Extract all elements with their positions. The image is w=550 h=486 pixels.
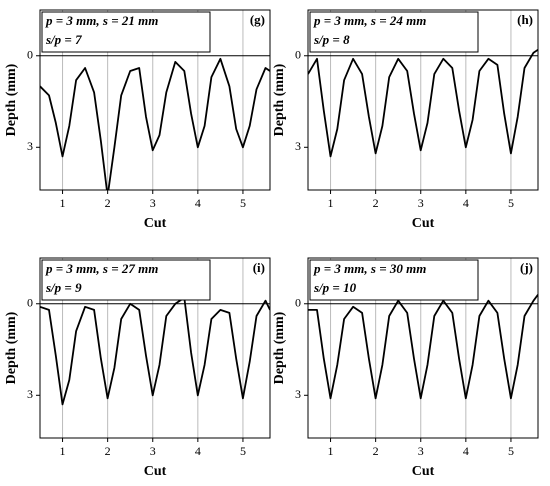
x-tick-label: 1 — [328, 444, 334, 458]
chart-panel: 1 2 3 4 5 0 3 p = 3 mm, s = 30 mm s/p = 10 (j) Cut… — [272, 257, 539, 479]
x-tick-label: 1 — [328, 196, 334, 210]
x-tick-label: 5 — [508, 444, 514, 458]
annotation: p = 3 mm, s = 21 mm — [45, 13, 158, 28]
depth-line — [308, 48, 538, 158]
plot-frame — [39, 9, 271, 191]
x-axis-title: Cut — [412, 216, 435, 231]
y-axis-title: Depth (mm) — [272, 311, 287, 384]
annotation: s/p = 7 — [45, 32, 82, 47]
y-tick-label: 0 — [295, 296, 301, 310]
y-axis-title: Depth (mm) — [4, 311, 19, 384]
x-tick-label: 1 — [60, 444, 66, 458]
y-tick-label: 0 — [295, 48, 301, 62]
x-tick-label: 2 — [373, 196, 379, 210]
annotation: s/p = 8 — [313, 32, 350, 47]
x-tick-label: 4 — [195, 196, 201, 210]
x-tick-label: 4 — [463, 196, 469, 210]
x-axis-title: Cut — [144, 216, 167, 231]
panel-label: (g) — [250, 12, 265, 27]
x-tick-label: 5 — [240, 444, 246, 458]
depth-line — [40, 57, 270, 190]
y-tick-label: 0 — [27, 296, 33, 310]
x-tick-label: 5 — [508, 196, 514, 210]
plot-frame — [307, 257, 539, 439]
y-tick-label: 3 — [295, 387, 301, 401]
annotation: p = 3 mm, s = 27 mm — [45, 261, 158, 276]
x-axis-title: Cut — [144, 464, 167, 479]
annotation: p = 3 mm, s = 30 mm — [313, 261, 426, 276]
x-tick-label: 1 — [60, 196, 66, 210]
y-axis-title: Depth (mm) — [4, 63, 19, 136]
x-tick-label: 4 — [463, 444, 469, 458]
annotation-box — [41, 11, 211, 53]
y-axis-title: Depth (mm) — [272, 63, 287, 136]
panel-label: (j) — [520, 260, 533, 275]
plot-frame — [307, 9, 539, 191]
y-tick-label: 0 — [27, 48, 33, 62]
panel-label: (i) — [253, 260, 265, 275]
chart-panel: 1 2 3 4 5 0 3 p = 3 mm, s = 24 mm s/p = 8 (h) Cut D… — [272, 9, 539, 231]
y-tick-label: 3 — [27, 387, 33, 401]
panel-label: (h) — [517, 12, 533, 27]
annotation-box — [41, 259, 211, 301]
x-tick-label: 3 — [150, 444, 156, 458]
depth-line — [40, 296, 270, 406]
x-tick-label: 3 — [418, 196, 424, 210]
chart-panel: 1 2 3 4 5 0 3 p = 3 mm, s = 21 mm s/p = 7 (g) Cut D… — [4, 9, 271, 231]
x-tick-label: 3 — [418, 444, 424, 458]
x-tick-label: 4 — [195, 444, 201, 458]
annotation: s/p = 9 — [45, 280, 82, 295]
x-tick-label: 2 — [373, 444, 379, 458]
plot-frame — [39, 257, 271, 439]
x-tick-label: 5 — [240, 196, 246, 210]
x-tick-label: 2 — [105, 196, 111, 210]
x-tick-label: 3 — [150, 196, 156, 210]
annotation: p = 3 mm, s = 24 mm — [313, 13, 426, 28]
y-tick-label: 3 — [27, 139, 33, 153]
annotation-box — [309, 11, 479, 53]
depth-line — [308, 294, 538, 400]
x-axis-title: Cut — [412, 464, 435, 479]
annotation: s/p = 10 — [313, 280, 357, 295]
annotation-box — [309, 259, 479, 301]
chart-panel: 1 2 3 4 5 0 3 p = 3 mm, s = 27 mm s/p = 9 (i) Cut D… — [4, 257, 271, 479]
x-tick-label: 2 — [105, 444, 111, 458]
y-tick-label: 3 — [295, 139, 301, 153]
